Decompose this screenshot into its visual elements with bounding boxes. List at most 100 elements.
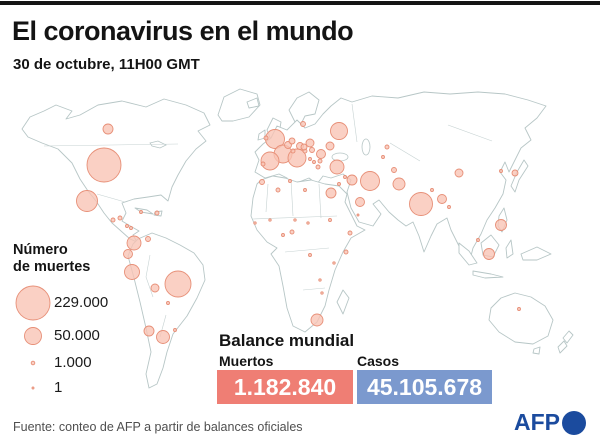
island-new-zealand-north	[562, 330, 574, 344]
death-bubble-mexico	[76, 190, 98, 212]
death-bubbles-layer	[76, 121, 521, 344]
island-new-zealand-south	[557, 340, 568, 354]
legend-title: Número de muertes	[13, 242, 91, 276]
death-bubble-indonesia	[483, 248, 495, 260]
death-bubble-afghanistan	[391, 167, 397, 173]
afp-globe-icon	[562, 410, 586, 435]
death-bubble-switzerland	[290, 148, 296, 154]
death-bubble-ghana	[281, 233, 285, 237]
death-bubble-guatemala	[110, 217, 116, 223]
death-bubble-ethiopia	[347, 230, 353, 236]
death-bubble-israel	[337, 182, 341, 186]
island-cuba	[134, 207, 154, 215]
death-bubble-myanmar	[447, 205, 451, 209]
death-bubble-china	[454, 168, 464, 178]
death-bubble-zimbabwe	[320, 291, 324, 295]
death-bubble-pakistan	[392, 177, 406, 191]
death-bubble-kenya	[343, 249, 349, 255]
page-title: El coronavirus en el mundo	[12, 16, 354, 46]
death-bubble-iran	[360, 171, 380, 191]
legend-circle-50.000	[24, 327, 42, 345]
death-bubble-bolivia	[150, 283, 160, 293]
legend-circle-1	[31, 386, 35, 390]
landmass-scandinavia	[288, 91, 320, 125]
island-madagascar	[336, 289, 350, 315]
death-bubble-italy	[287, 148, 307, 168]
death-bubble-poland	[305, 138, 315, 148]
death-bubble-south-korea	[499, 169, 503, 173]
island-new-guinea	[520, 246, 552, 261]
death-bubble-bangladesh	[437, 194, 447, 204]
death-bubble-philippines	[495, 219, 507, 231]
death-bubble-egypt	[325, 187, 337, 199]
legend-circle-229.000	[15, 285, 51, 321]
death-bubble-bulgaria	[317, 158, 323, 164]
caspian-sea	[361, 138, 371, 156]
death-bubble-peru	[124, 264, 140, 280]
landmass-greenland	[217, 88, 261, 122]
death-bubble-sweden	[300, 121, 306, 127]
death-bubble-niger	[293, 218, 297, 222]
death-bubble-spain	[260, 151, 280, 171]
death-bubble-tanzania	[332, 261, 336, 265]
death-bubble-turkey	[329, 159, 345, 175]
death-bubble-japan	[511, 169, 519, 177]
death-bubble-senegal	[253, 221, 257, 225]
death-bubble-brazil	[164, 270, 192, 298]
island-iceland	[246, 97, 260, 109]
death-bubble-panama	[129, 226, 133, 230]
legend-label-50000: 50.000	[54, 327, 100, 344]
legend-circle-1.000	[30, 360, 36, 366]
source-credit: Fuente: conteo de AFP a partir de balanc…	[13, 420, 303, 434]
death-bubble-uruguay	[173, 328, 177, 332]
cases-value-box: 45.105.678	[357, 370, 492, 404]
death-bubble-drc	[308, 253, 312, 257]
death-bubble-sudan	[328, 218, 332, 222]
legend-circles	[15, 285, 51, 390]
date-subtitle: 30 de octubre, 11H00 GMT	[13, 56, 200, 73]
death-bubble-saudi-arabia	[355, 197, 365, 207]
death-bubble-canada	[102, 123, 114, 135]
death-bubble-nigeria	[289, 229, 295, 235]
death-bubble-honduras	[117, 215, 123, 221]
legend-label-229000: 229.000	[54, 294, 109, 311]
death-bubble-greece	[315, 164, 321, 170]
death-bubble-ireland	[263, 135, 269, 141]
afp-logo-text: AFP	[514, 409, 560, 435]
death-bubble-uzbekistan	[381, 155, 385, 159]
death-bubble-algeria	[275, 187, 281, 193]
deaths-label: Muertos	[219, 353, 274, 369]
balance-title: Balance mundial	[219, 331, 355, 350]
black-sea	[331, 152, 349, 162]
death-bubble-ukraine	[325, 141, 335, 151]
death-bubble-syria	[343, 175, 347, 179]
death-bubble-australia	[517, 307, 521, 311]
country-borders	[43, 103, 493, 338]
death-bubble-cuba	[139, 210, 143, 214]
death-bubble-colombia	[126, 235, 142, 251]
death-bubble-chile	[143, 325, 155, 337]
death-bubble-yemen	[356, 213, 360, 217]
death-bubble-morocco	[259, 179, 265, 185]
death-bubble-nepal	[430, 188, 434, 192]
death-bubble-costa-rica	[125, 224, 129, 228]
afp-logo: AFP	[514, 409, 586, 436]
top-rule	[0, 1, 600, 5]
death-bubble-czechia	[300, 143, 308, 151]
death-bubble-kazakhstan	[384, 144, 390, 150]
death-bubble-usa	[86, 147, 122, 183]
death-bubble-malaysia	[476, 238, 480, 242]
death-bubble-ecuador	[123, 249, 133, 259]
death-bubble-russia	[330, 122, 348, 140]
death-bubble-venezuela	[145, 236, 151, 242]
island-sumatra	[458, 242, 478, 266]
death-bubble-balkans-2	[312, 160, 316, 164]
landmass-australia	[488, 292, 554, 345]
death-bubble-balkans-1	[308, 157, 312, 161]
death-bubble-tunisia	[288, 179, 292, 183]
death-bubble-zambia	[318, 278, 322, 282]
death-bubble-dominican-rep	[154, 210, 160, 216]
landmass-africa	[250, 175, 366, 333]
island-java	[472, 270, 504, 279]
